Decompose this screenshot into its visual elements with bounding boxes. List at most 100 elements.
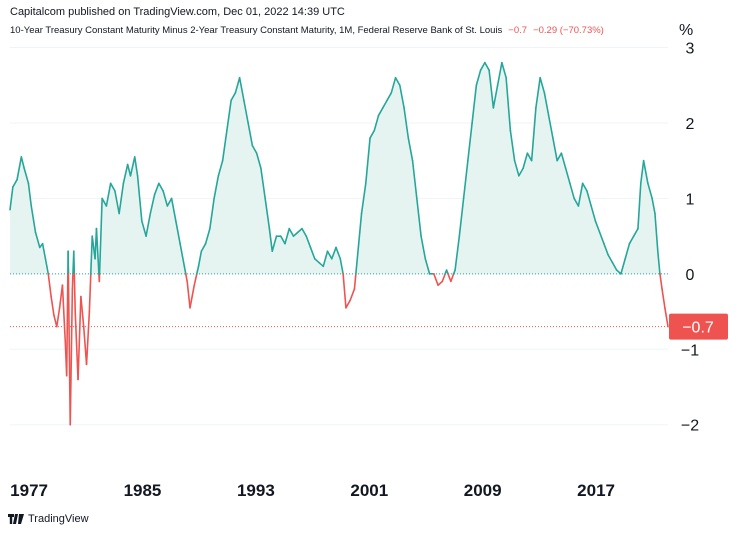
series-segment xyxy=(628,235,635,245)
series-segment xyxy=(407,137,414,162)
tradingview-footer[interactable]: TradingView xyxy=(8,513,89,525)
series-segment xyxy=(642,159,649,185)
series-segment xyxy=(247,122,254,147)
grid-lines xyxy=(10,47,668,426)
series-segment xyxy=(390,76,397,94)
series-segment xyxy=(454,235,461,271)
series-segment xyxy=(243,99,249,124)
series-segment xyxy=(309,246,316,260)
series-segment xyxy=(581,182,588,192)
plot-area xyxy=(9,61,669,426)
series-segment xyxy=(221,129,228,162)
series-segment xyxy=(637,182,642,230)
series-segment xyxy=(69,288,74,426)
series-segment xyxy=(95,227,100,275)
series-segment xyxy=(50,295,55,317)
series-segment xyxy=(179,242,186,268)
series-segment xyxy=(44,257,50,275)
series-segment xyxy=(65,273,69,377)
series-segment xyxy=(394,76,401,87)
series-segment xyxy=(450,273,455,283)
x-tick-label: 1993 xyxy=(237,481,275,500)
series-segment xyxy=(126,163,132,177)
series-segment xyxy=(462,159,469,200)
series-segment xyxy=(234,76,241,94)
series-segment xyxy=(416,197,422,237)
series-segment xyxy=(193,273,198,286)
series-segment xyxy=(82,325,88,366)
series-segment xyxy=(647,182,653,200)
tradingview-brand: TradingView xyxy=(28,513,89,525)
last-value-badge-bg xyxy=(669,313,728,340)
series-segment xyxy=(373,114,380,132)
series-segment xyxy=(335,246,342,260)
series-segment xyxy=(501,61,507,79)
series-segment xyxy=(209,197,215,230)
series-segment xyxy=(356,212,363,260)
series-segment xyxy=(364,137,371,185)
series-segment xyxy=(255,152,262,170)
series-segment xyxy=(345,299,351,309)
series-segment xyxy=(355,257,359,275)
series-segment xyxy=(488,69,495,109)
series-segment xyxy=(620,257,626,275)
series-segment xyxy=(447,273,452,283)
series-segment xyxy=(330,246,337,260)
series-segment xyxy=(129,156,136,177)
series-segment xyxy=(71,273,74,290)
series-segment xyxy=(611,261,618,271)
x-tick-label: 2017 xyxy=(577,481,615,500)
series-segment xyxy=(80,295,85,328)
series-segment xyxy=(594,220,601,234)
series-segment xyxy=(213,174,220,200)
series-segment xyxy=(539,76,546,94)
series-segment xyxy=(292,231,299,237)
series-segment xyxy=(30,205,37,234)
series-segment xyxy=(479,61,486,71)
series-segment xyxy=(590,205,597,222)
series-segment xyxy=(377,107,384,117)
series-segment xyxy=(603,242,609,256)
series-segment xyxy=(313,257,320,264)
series-segment xyxy=(386,92,393,102)
series-segment xyxy=(196,265,200,275)
series-segment xyxy=(9,186,14,211)
series-segment xyxy=(577,182,584,207)
series-segment xyxy=(556,152,563,162)
series-segment xyxy=(264,197,271,230)
series-segment xyxy=(624,242,631,260)
series-segment xyxy=(505,76,512,132)
series-segment xyxy=(73,273,77,313)
series-segment xyxy=(607,254,614,264)
series-segment xyxy=(162,190,169,207)
last-value-text: −0.7 xyxy=(508,25,528,36)
series-segment xyxy=(122,163,129,185)
series-segment xyxy=(34,231,41,249)
y-axis-unit-label: % xyxy=(679,22,694,39)
series-segment xyxy=(369,129,376,139)
series-segment xyxy=(158,182,164,192)
series-segment xyxy=(659,273,663,290)
published-by-header: Capitalcom published on TradingView.com,… xyxy=(10,6,345,18)
series-segment xyxy=(145,212,152,237)
series-segment xyxy=(471,84,478,124)
series-segment xyxy=(175,220,181,245)
series-segment xyxy=(88,273,92,313)
change-text: −0.29 (−70.73%) xyxy=(533,25,604,36)
series-segment xyxy=(513,159,520,177)
series-segment xyxy=(12,178,18,188)
series-description: 10-Year Treasury Constant Maturity Minus… xyxy=(10,25,503,36)
series-segment xyxy=(166,197,173,207)
series-segment xyxy=(153,182,160,196)
series-segment xyxy=(322,250,329,268)
series-segment xyxy=(522,152,529,170)
series-segment xyxy=(509,129,516,162)
last-value-badge-label: −0.7 xyxy=(682,320,714,337)
series-segment xyxy=(564,167,571,185)
series-segment xyxy=(661,288,666,309)
series-segment xyxy=(411,159,418,200)
series-segment xyxy=(399,84,405,109)
series-segment xyxy=(226,99,232,132)
series-segment xyxy=(238,76,245,102)
